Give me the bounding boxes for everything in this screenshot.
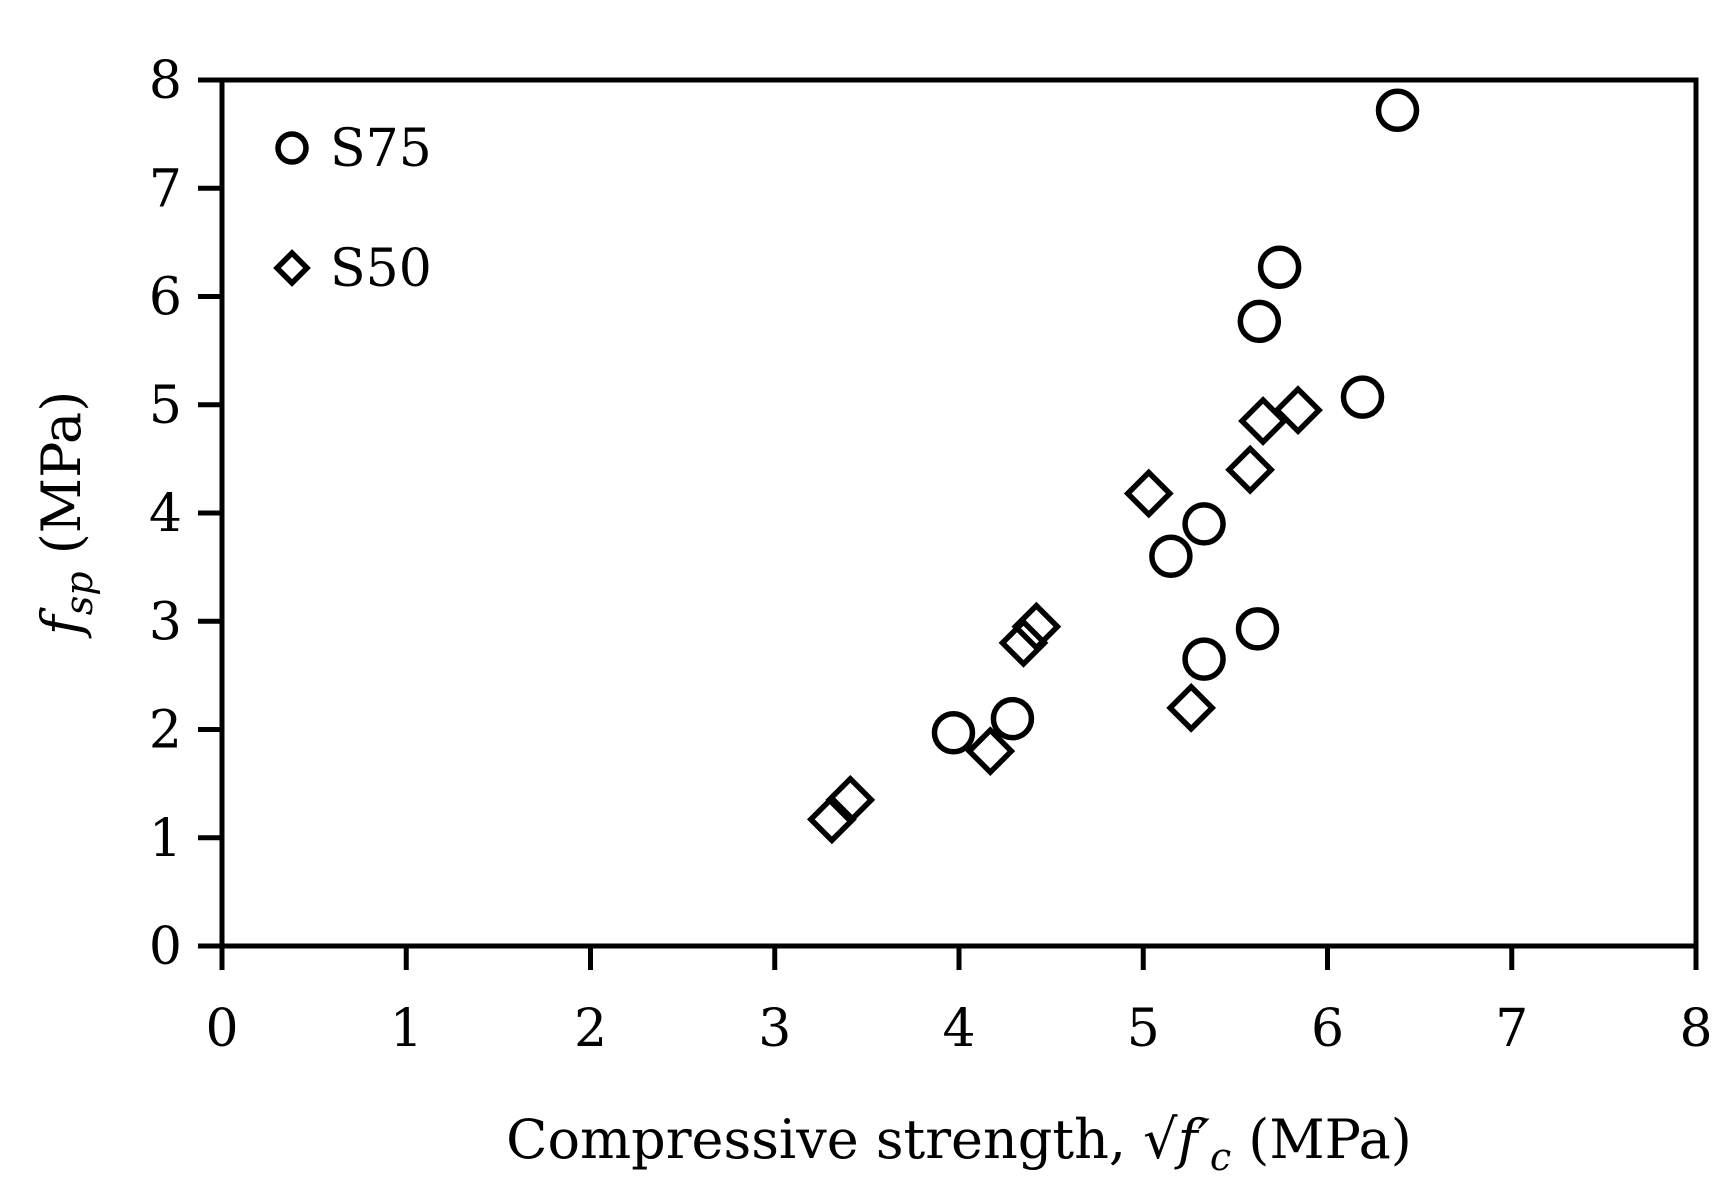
y-tick-label: 8 (149, 51, 182, 111)
point-s50 (806, 794, 857, 845)
point-s50 (825, 774, 876, 825)
x-tick-label: 4 (942, 999, 975, 1059)
x-axis-ticks: 0 1 2 3 4 5 6 7 8 (205, 946, 1713, 1059)
y-tick-label: 1 (149, 809, 182, 869)
point-s50 (998, 618, 1049, 668)
y-tick-label: 5 (149, 376, 182, 436)
point-s75 (1182, 637, 1226, 681)
point-s75 (1237, 299, 1282, 344)
point-s50 (1123, 468, 1174, 519)
y-axis-title: fsp (MPa) (30, 391, 101, 640)
x-tick-label: 1 (390, 999, 423, 1059)
x-axis-title-subscript: c (1210, 1135, 1231, 1179)
x-axis-title: Compressive strength, √f′c (MPa) (506, 1108, 1412, 1179)
y-tick-label: 2 (149, 701, 182, 761)
x-tick-label: 2 (574, 999, 607, 1059)
point-s50 (1166, 682, 1217, 733)
x-tick-label: 6 (1311, 999, 1344, 1059)
y-tick-label: 0 (149, 917, 182, 977)
y-tick-label: 3 (149, 592, 182, 652)
point-s75 (990, 696, 1035, 741)
legend-label-s50: S50 (330, 239, 432, 299)
y-tick-label: 6 (149, 268, 182, 328)
point-s75 (1235, 607, 1280, 651)
point-s75 (1340, 375, 1385, 419)
point-s50 (1273, 385, 1323, 436)
legend-marker-s75 (275, 131, 309, 165)
point-s75 (1375, 88, 1420, 133)
x-tick-label: 0 (205, 999, 238, 1059)
x-axis-title-suffix: (MPa) (1231, 1108, 1412, 1171)
legend-label-s75: S75 (330, 119, 432, 179)
x-tick-label: 8 (1679, 999, 1712, 1059)
point-s75 (1257, 245, 1302, 290)
x-tick-label: 3 (758, 999, 791, 1059)
x-tick-label: 7 (1495, 999, 1528, 1059)
y-axis-ticks: 0 1 2 3 4 5 6 7 8 (149, 51, 222, 977)
point-s75 (1182, 502, 1226, 546)
y-axis-title-suffix: (MPa) (30, 391, 93, 572)
point-s50 (1011, 601, 1062, 652)
point-s50 (965, 726, 1016, 777)
plot-frame (219, 77, 1699, 949)
x-tick-label: 5 (1127, 999, 1160, 1059)
x-axis-title-variable: f′ (1174, 1108, 1210, 1171)
point-s75 (931, 710, 976, 755)
legend: S75 S50 (273, 119, 432, 299)
y-tick-label: 7 (149, 159, 182, 219)
point-s50 (1225, 444, 1276, 495)
data-points (806, 88, 1420, 845)
y-axis-title-subscript: sp (57, 571, 101, 615)
x-axis-title-prefix: Compressive strength, √ (506, 1108, 1178, 1171)
point-s75 (1149, 534, 1193, 579)
y-tick-label: 4 (149, 484, 182, 544)
legend-marker-s50 (273, 249, 311, 287)
